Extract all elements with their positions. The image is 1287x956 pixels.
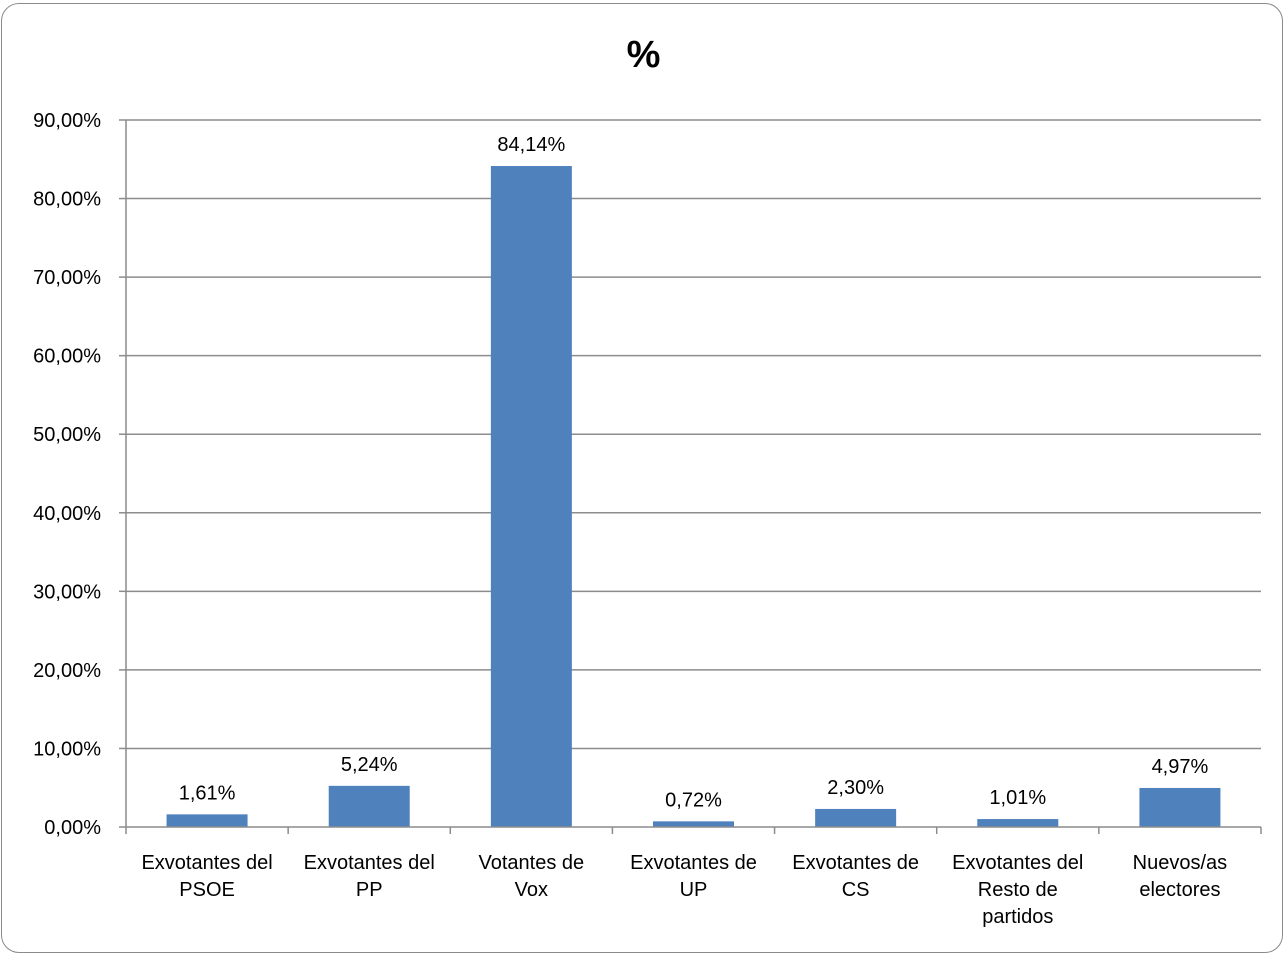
bar [328, 785, 410, 827]
gridlines [126, 119, 1261, 750]
x-category-label-line: PSOE [179, 879, 235, 901]
y-tick-label: 10,00% [33, 738, 101, 760]
x-category-label-line: Exvotantes de [792, 852, 919, 874]
y-tick-label: 90,00% [33, 110, 101, 132]
y-tick-label: 60,00% [33, 346, 101, 368]
chart-title: % [626, 34, 661, 76]
data-label: 2,30% [827, 777, 884, 799]
y-tick-label: 20,00% [33, 660, 101, 682]
y-tick-label: 80,00% [33, 189, 101, 211]
data-label: 0,72% [665, 789, 722, 811]
x-category-label-line: Votantes de [479, 852, 585, 874]
axes [119, 119, 1262, 834]
bar [815, 808, 897, 827]
x-category-label-line: partidos [982, 906, 1053, 928]
y-tick-label: 40,00% [33, 503, 101, 525]
x-category-label: Exvotantes del PP [304, 852, 435, 901]
chart-frame [1, 3, 1283, 953]
data-label: 1,61% [179, 782, 236, 804]
x-category-label: Exvotantes de CS [792, 852, 919, 901]
x-category-label: Exvotantes de UP [630, 852, 757, 901]
x-category-label-line: Exvotantes del [952, 852, 1083, 874]
data-label: 1,01% [989, 787, 1046, 809]
bars [166, 166, 1221, 827]
y-tick-labels: 0,00% 10,00% 20,00% 30,00% 40,00% 50,00% 60,00… [33, 110, 101, 839]
bar [977, 819, 1059, 827]
data-labels: 1,61% 5,24% 84,14% 0,72% 2,30% 1,01% 4,97% [179, 134, 1209, 811]
y-tick-label: 70,00% [33, 267, 101, 289]
x-tick-labels: Exvotantes del PSOE Exvotantes del PP Votant… [141, 852, 1227, 928]
y-tick-label: 0,00% [44, 817, 101, 839]
x-category-label: Exvotantes del PSOE [141, 852, 272, 901]
x-category-label-line: electores [1139, 879, 1220, 901]
bar [490, 166, 572, 827]
bar [166, 814, 248, 827]
x-category-label-line: Exvotantes de [630, 852, 757, 874]
x-category-label-line: Exvotantes del [141, 852, 272, 874]
x-category-label-line: PP [356, 879, 383, 901]
x-category-label: Votantes de Vox [479, 852, 585, 901]
x-category-label-line: UP [680, 879, 708, 901]
y-tick-label: 50,00% [33, 424, 101, 446]
data-label: 5,24% [341, 754, 398, 776]
x-category-label-line: Exvotantes del [304, 852, 435, 874]
x-category-label-line: Resto de [978, 879, 1058, 901]
x-category-label-line: Nuevos/as [1133, 852, 1228, 874]
y-tick-label: 30,00% [33, 581, 101, 603]
data-label: 84,14% [497, 134, 565, 156]
data-label: 4,97% [1152, 756, 1209, 778]
bar [653, 821, 734, 827]
bar [1139, 787, 1221, 827]
x-category-label: Nuevos/as electores [1133, 852, 1228, 901]
x-category-label-line: CS [842, 879, 870, 901]
x-category-label: Exvotantes del Resto de partidos [952, 852, 1083, 928]
x-category-label-line: Vox [515, 879, 548, 901]
